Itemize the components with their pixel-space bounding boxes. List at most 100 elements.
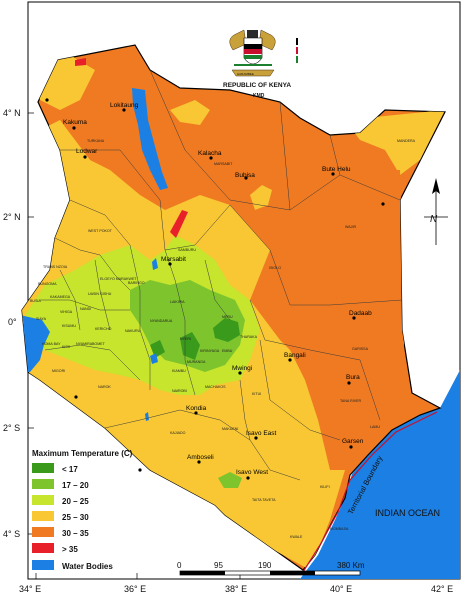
legend-label: Water Bodies: [62, 562, 113, 571]
county-label: MERU: [222, 315, 233, 319]
county-label: KAKAMEGA: [50, 295, 71, 299]
legend-item: 20 – 25: [32, 495, 89, 506]
zone-under-17-mtkenya: [213, 318, 240, 342]
town-label: Mwingi: [232, 365, 252, 372]
county-label: MIGORI: [52, 369, 65, 373]
county-label: TAITA TAVETA: [252, 498, 276, 502]
county-label: TANA RIVER: [340, 399, 362, 403]
zone-17-20-south: [218, 472, 242, 488]
lat-label: 2° N: [3, 212, 21, 222]
lake-turkana: [132, 88, 168, 190]
town-label: Kalacha: [198, 150, 222, 157]
scale-tick-label: 190: [258, 561, 272, 570]
temperature-zones: [22, 55, 445, 570]
town-label: Bute Helu: [322, 166, 351, 173]
legend-item: 30 – 35: [32, 527, 89, 538]
county-labels: MANDERA TURKANA MARSABIT WAJIR WEST POKO…: [30, 139, 416, 539]
county-boundaries: [40, 69, 403, 481]
county-label: WEST POKOT: [88, 229, 113, 233]
scale-tick-label: 0: [177, 561, 182, 570]
towns-layer: Lokitaung Kakuma Lodwar Kalacha Bubisa B…: [45, 98, 385, 480]
town-label: Dadaab: [349, 310, 372, 317]
agency-label: KMD: [253, 93, 265, 99]
county-label: KIAMBU: [172, 369, 186, 373]
county-label: BUSIA: [30, 299, 41, 303]
zone-over-35-north: [75, 58, 86, 66]
county-label: KAJIADO: [170, 431, 186, 435]
town-label: Bangali: [284, 352, 306, 359]
county-label: HOMA BAY: [42, 342, 61, 346]
lon-label: 38° E: [225, 584, 247, 594]
legend-swatch: [32, 463, 54, 473]
town-label: Lokitaung: [110, 102, 139, 109]
lat-label: 0°: [8, 317, 17, 327]
lat-label: 2° S: [3, 423, 20, 433]
lat-label: 4° S: [3, 529, 20, 539]
indian-ocean: [300, 370, 460, 579]
legend-swatch: [32, 560, 54, 570]
lake-victoria: [22, 315, 50, 372]
lake-naivasha: [150, 353, 158, 364]
town-label: Lodwar: [76, 148, 98, 155]
county-label: KIRINYAGA: [200, 349, 220, 353]
legend-item: 17 – 20: [32, 479, 89, 490]
county-label: MARSABIT: [214, 162, 233, 166]
legend-swatch: [32, 479, 54, 489]
county-label: THARAKA: [240, 335, 258, 339]
lon-label: 42° E: [431, 584, 453, 594]
county-label: UASIN GISHU: [88, 292, 112, 296]
county-label: SIAYA: [36, 317, 47, 321]
ocean-label: INDIAN OCEAN: [375, 508, 440, 518]
county-label: ELGEYO MARAKWET: [100, 277, 137, 281]
scale-bar: 0 95 190 380 Km: [177, 561, 365, 576]
svg-text:HARAMBEE: HARAMBEE: [237, 72, 254, 76]
county-label: MANDERA: [397, 139, 416, 143]
town-label: Isavo West: [236, 469, 268, 476]
north-label: N: [430, 214, 438, 225]
county-label: MURANGA: [187, 360, 206, 364]
legend-swatch: [32, 511, 54, 521]
legend-item: > 35: [32, 543, 78, 554]
county-label: LAIKIPIA: [170, 300, 185, 304]
lon-label: 40° E: [330, 584, 352, 594]
zone-25-30-bubisa: [250, 185, 272, 210]
county-label: NAKURU: [125, 329, 141, 333]
lat-label: 4° N: [3, 108, 21, 118]
county-label: KISII: [62, 345, 70, 349]
legend-swatch: [32, 543, 54, 553]
town-label: Amboseli: [187, 454, 214, 461]
zone-under-17-mau: [150, 340, 165, 358]
legend-item: Water Bodies: [32, 560, 113, 571]
legend-label: > 35: [62, 545, 78, 554]
county-label: VIHIGA: [60, 310, 73, 314]
town-label: Bura: [346, 374, 360, 381]
town-label: Bubisa: [235, 172, 255, 179]
county-label: BOMET: [92, 342, 106, 346]
town-label: Isavo East: [246, 430, 277, 437]
legend-label: 17 – 20: [62, 481, 89, 490]
county-label: ISIOLO: [269, 266, 281, 270]
county-label: WAJIR: [345, 225, 356, 229]
county-label: SAMBURU: [178, 248, 196, 252]
lon-label: 34° E: [19, 584, 41, 594]
town-label: Garsen: [342, 438, 364, 445]
county-label: KISUMU: [62, 324, 76, 328]
legend-label: < 17: [62, 465, 78, 474]
legend-label: 30 – 35: [62, 529, 89, 538]
county-label: NAIROBI: [172, 389, 187, 393]
town-label: Kondia: [186, 405, 207, 412]
lake-baringo: [152, 258, 158, 270]
county-label: GARISSA: [352, 347, 369, 351]
county-label: KILIFI: [320, 485, 330, 489]
county-label: MAKUENI: [222, 427, 238, 431]
zone-25-30-kalacha: [170, 100, 210, 125]
latitude-labels: 4° N 2° N 0° 2° S 4° S: [3, 108, 21, 539]
legend-label: 20 – 25: [62, 497, 89, 506]
country-label: REPUBLIC OF KENYA: [223, 82, 291, 89]
legend-label: 25 – 30: [62, 513, 89, 522]
longitude-labels: 34° E 36° E 38° E 40° E 42° E: [19, 584, 453, 594]
scale-tick-label: 380 Km: [337, 561, 365, 570]
county-label: NYANDARUA: [150, 319, 173, 323]
